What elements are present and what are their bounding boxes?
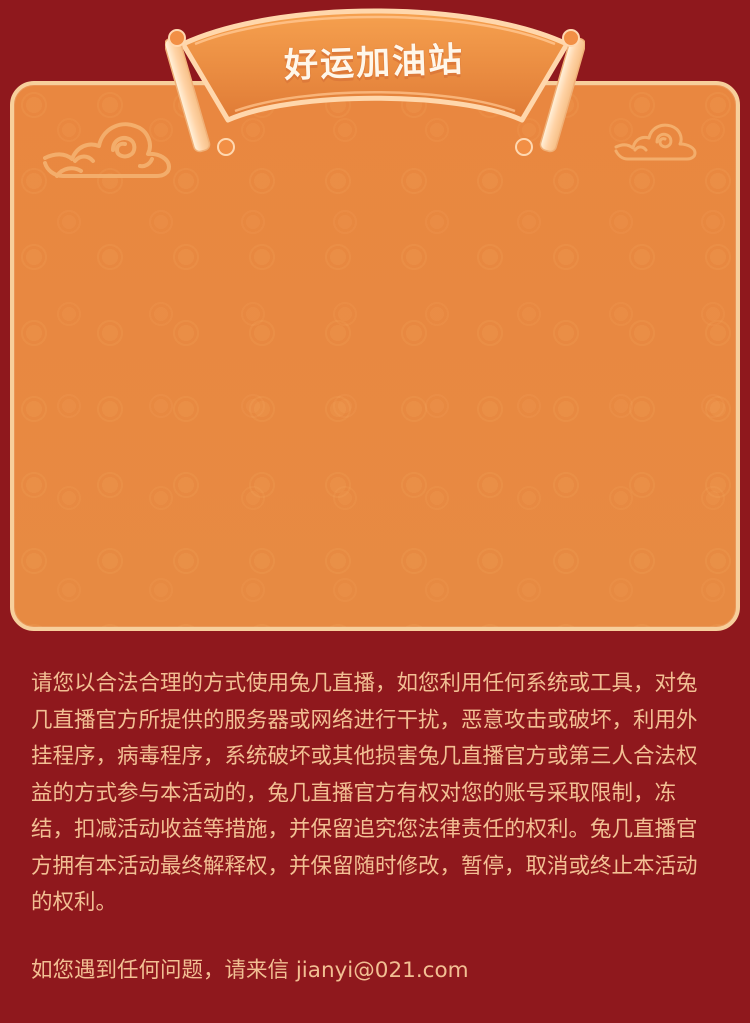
contact-text: 如您遇到任何问题，请来信 jianyi@021.com	[31, 958, 469, 983]
cloud-icon	[43, 122, 171, 178]
activity-rules-text: 请您以合法合理的方式使用兔几直播，如您利用任何系统或工具，对兔几直播官方所提供的…	[31, 671, 698, 915]
cloud-icon	[614, 123, 697, 161]
scroll-banner-graphic	[163, 8, 587, 156]
title-banner: 好运加油站	[163, 2, 587, 162]
